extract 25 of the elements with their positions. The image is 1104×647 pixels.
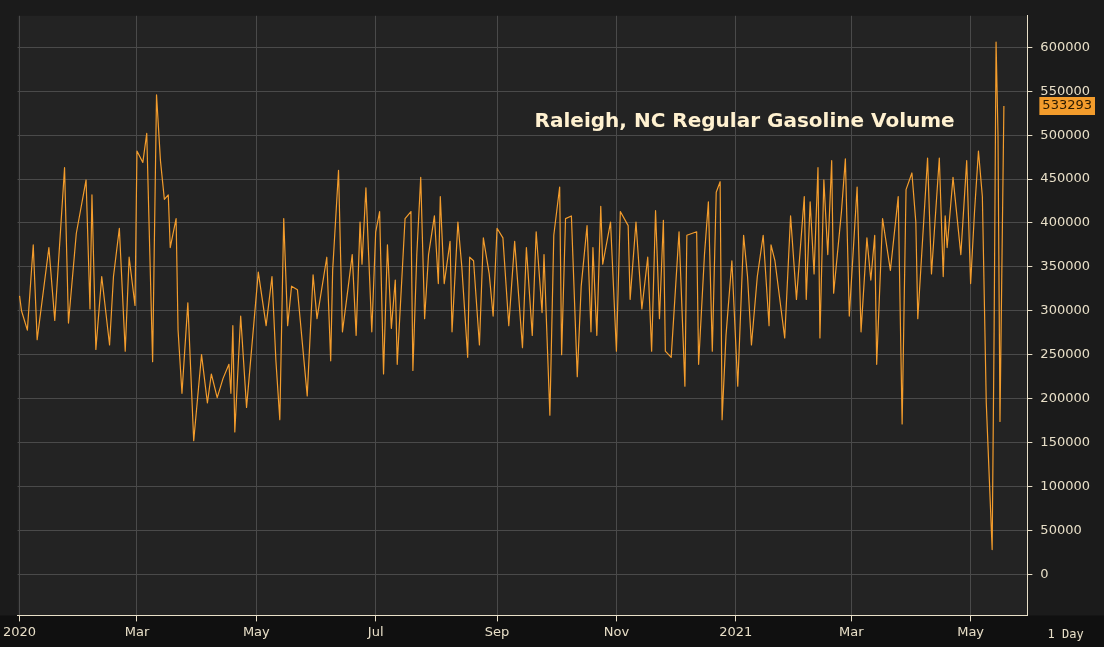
- y-tick-label: 500000: [1040, 126, 1091, 142]
- x-tick-label: May: [957, 623, 985, 639]
- x-tick-label: 2021: [719, 623, 753, 639]
- text: 533293: [1042, 97, 1093, 113]
- x-tick-label: Mar: [124, 623, 150, 639]
- y-tick-label: 150000: [1040, 433, 1091, 449]
- text: 1 Day: [1047, 627, 1084, 642]
- y-tick-label: 400000: [1040, 214, 1091, 230]
- x-tick-label: 2020: [3, 623, 37, 639]
- y-tick-label: 550000: [1040, 82, 1091, 98]
- y-tick-label: 200000: [1040, 389, 1091, 405]
- y-tick-label: 50000: [1040, 521, 1082, 537]
- y-tick-label: 450000: [1040, 170, 1091, 186]
- x-tick-label: Sep: [484, 623, 510, 639]
- y-tick-label: 350000: [1040, 258, 1091, 274]
- y-tick-label: 300000: [1040, 302, 1091, 318]
- y-tick-label: 0: [1040, 565, 1049, 581]
- text: Raleigh, NC Regular Gasoline Volume: [534, 108, 955, 132]
- x-tick-label: May: [242, 623, 271, 639]
- x-tick-label: Nov: [603, 623, 630, 639]
- y-tick-label: 600000: [1040, 38, 1091, 54]
- y-tick-label: 100000: [1040, 477, 1091, 493]
- x-tick-label: Jul: [366, 623, 384, 639]
- x-tick-label: Mar: [838, 623, 865, 639]
- y-tick-label: 250000: [1040, 346, 1091, 362]
